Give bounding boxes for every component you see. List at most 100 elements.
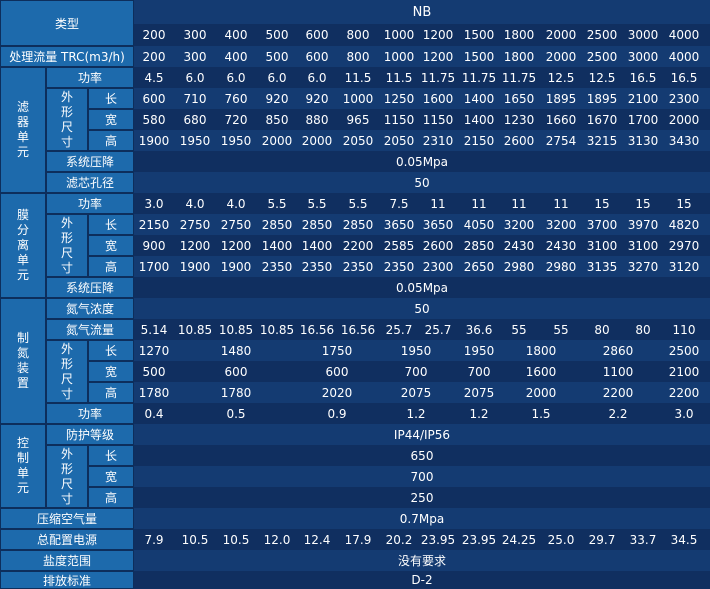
value-cell: 760	[224, 91, 248, 106]
value-cell: 800	[346, 49, 370, 64]
salinity-label: 盐度范围	[0, 550, 134, 571]
row-bg	[134, 109, 710, 130]
value-cell: 4050	[463, 217, 495, 232]
value-cell: 3120	[668, 259, 700, 274]
row-bg	[134, 46, 710, 67]
value-cell: 2075	[463, 385, 495, 400]
row-bg	[134, 67, 710, 88]
value-cell: 1.2	[469, 406, 489, 421]
control-height-label: 高	[88, 487, 134, 508]
value-cell: 2000	[261, 133, 293, 148]
control-width-value: 700	[410, 469, 434, 484]
value-cell: 4.0	[185, 196, 205, 211]
filter-width-label: 宽	[88, 109, 134, 130]
filter-power-label: 功率	[46, 67, 134, 88]
control-width-label: 宽	[88, 466, 134, 487]
row-bg	[134, 529, 710, 550]
value-cell: 1900	[179, 259, 211, 274]
value-cell: 110	[672, 322, 696, 337]
value-cell: 2350	[383, 259, 415, 274]
value-cell: 2100	[668, 364, 700, 379]
discharge-label: 排放标准	[0, 571, 134, 589]
value-cell: 3650	[422, 217, 454, 232]
value-cell: 2200	[668, 385, 700, 400]
row-bg	[134, 487, 710, 508]
value-cell: 4000	[668, 49, 700, 64]
value-cell: 680	[183, 112, 207, 127]
value-cell: 6.0	[307, 70, 327, 85]
value-cell: 16.56	[299, 322, 335, 337]
value-cell: 25.0	[547, 532, 575, 547]
value-cell: 600	[305, 49, 329, 64]
value-cell: 1200	[422, 28, 454, 42]
row-bg	[134, 151, 710, 172]
value-cell: 3200	[545, 217, 577, 232]
value-cell: 200	[142, 28, 166, 42]
row-bg	[134, 193, 710, 214]
value-cell: 2020	[321, 385, 353, 400]
row-bg	[134, 382, 710, 403]
value-cell: 11	[511, 196, 527, 211]
value-cell: 23.95	[461, 532, 497, 547]
value-cell: 11	[471, 196, 487, 211]
value-cell: 2200	[342, 238, 374, 253]
value-cell: 17.9	[344, 532, 372, 547]
membrane-power-row: 3.0 4.0 4.0 5.5 5.5 5.5 7.5 11 11 11 11 15 15 15	[134, 193, 710, 214]
value-cell: 3270	[627, 259, 659, 274]
row-bg	[134, 88, 710, 109]
value-cell: 500	[265, 28, 289, 42]
value-cell: 36.6	[465, 322, 493, 337]
value-cell: 16.5	[670, 70, 698, 85]
value-cell: 10.85	[177, 322, 213, 337]
value-cell: 25.7	[424, 322, 452, 337]
value-cell: 2430	[545, 238, 577, 253]
nitrogen-width-row: 500 600 600 700 700 1600 1100 2100	[134, 361, 710, 382]
value-cell: 2150	[463, 133, 495, 148]
value-cell: 300	[183, 49, 207, 64]
value-cell: 1895	[545, 91, 577, 106]
value-cell: 3650	[383, 217, 415, 232]
value-cell: 2.2	[608, 406, 628, 421]
membrane-unit-text: 膜分离单元	[16, 208, 29, 282]
protection-value: IP44/IP56	[393, 427, 451, 442]
value-cell: 80	[594, 322, 610, 337]
value-cell: 1700	[627, 112, 659, 127]
filter-power-row: 4.5 6.0 6.0 6.0 6.0 11.5 11.5 11.75 11.75 11.75 12…	[134, 67, 710, 88]
row-bg	[134, 466, 710, 487]
value-cell: 1500	[463, 28, 495, 42]
value-cell: 1895	[586, 91, 618, 106]
value-cell: 1750	[321, 343, 353, 358]
value-cell: 10.85	[259, 322, 295, 337]
value-cell: 1230	[503, 112, 535, 127]
value-cell: 1700	[138, 259, 170, 274]
filter-width-row: 580 680 720 850 880 965 1150 1150 1400 1230 1660 16…	[134, 109, 710, 130]
value-cell: 11.5	[385, 70, 413, 85]
value-cell: 2000	[301, 133, 333, 148]
value-cell: 1780	[138, 385, 170, 400]
compressed-air-value: 0.7Mpa	[399, 511, 445, 526]
nitrogen-width-label: 宽	[88, 361, 134, 382]
row-bg	[134, 550, 710, 571]
value-cell: 1950	[220, 133, 252, 148]
value-cell: 25.7	[385, 322, 413, 337]
value-cell: 16.5	[629, 70, 657, 85]
filter-height-label: 高	[88, 130, 134, 151]
value-cell: 6.0	[185, 70, 205, 85]
value-cell: 3970	[627, 217, 659, 232]
discharge-value: D-2	[411, 573, 433, 587]
value-cell: 3135	[586, 259, 618, 274]
salinity-value: 没有要求	[397, 554, 446, 568]
value-cell: 1000	[342, 91, 374, 106]
value-cell: 12.0	[263, 532, 291, 547]
value-cell: 3700	[586, 217, 618, 232]
value-cell: 23.95	[420, 532, 456, 547]
value-cell: 1400	[463, 91, 495, 106]
value-cell: 3215	[586, 133, 618, 148]
total-power-label: 总配置电源	[0, 529, 134, 550]
value-cell: 2200	[602, 385, 634, 400]
row-bg	[134, 361, 710, 382]
value-cell: 2430	[503, 238, 535, 253]
value-cell: 1400	[463, 112, 495, 127]
filter-pressure-label: 系统压降	[46, 151, 134, 172]
filter-pore-label: 滤芯孔径	[46, 172, 134, 193]
